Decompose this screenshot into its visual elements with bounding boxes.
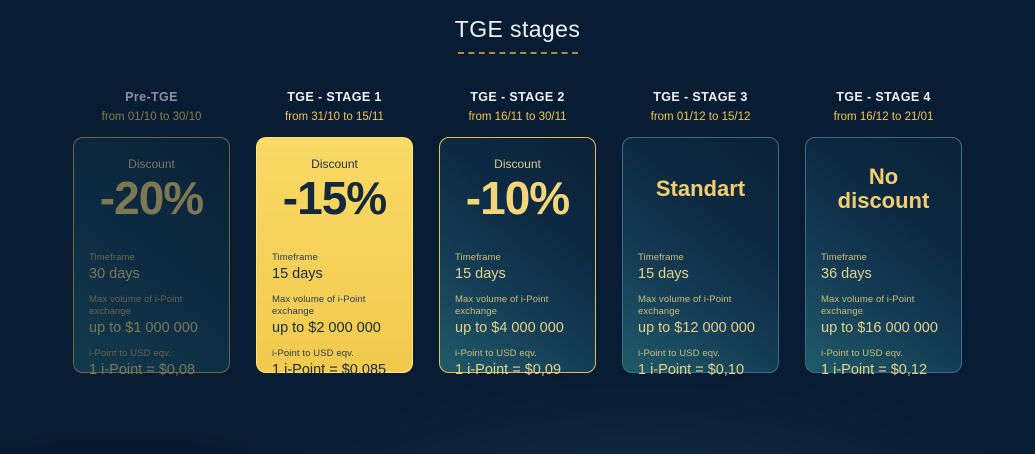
field-usd-eqv: i-Point to USD eqv. 1 i-Point = $0,08 <box>89 348 214 380</box>
field-label: Max volume of i-Point exchange <box>821 293 915 318</box>
field-label: i-Point to USD eqv. <box>89 348 171 360</box>
field-label: i-Point to USD eqv. <box>272 348 354 360</box>
field-value: 36 days <box>821 265 872 282</box>
field-usd-eqv: i-Point to USD eqv. 1 i-Point = $0,09 <box>455 348 580 380</box>
title-dashed-underline <box>457 52 578 54</box>
section-header: TGE stages <box>0 0 1035 54</box>
card-fields: Timeframe 30 days Max volume of i-Point … <box>89 252 214 380</box>
field-value: 1 i-Point = $0,08 <box>89 361 196 378</box>
field-max-volume: Max volume of i-Point exchange up to $4 … <box>455 294 580 338</box>
stage-card: No discount Timeframe 36 days Max volume… <box>805 137 962 378</box>
card-headline: No discount <box>837 163 930 213</box>
field-timeframe: Timeframe 15 days <box>272 252 397 284</box>
stage-dates: from 01/12 to 15/12 <box>650 111 751 123</box>
field-label: Max volume of i-Point exchange <box>638 293 732 318</box>
field-value: up to $16 000 000 <box>821 320 938 337</box>
field-label: i-Point to USD eqv. <box>455 348 537 360</box>
card-discount-zone: Standart <box>638 138 763 240</box>
field-label: Max volume of i-Point exchange <box>455 293 549 318</box>
field-label: i-Point to USD eqv. <box>821 348 903 360</box>
stage-name: TGE - STAGE 2 <box>470 90 565 104</box>
card-discount-zone: Discount -15% <box>272 138 397 240</box>
stage-dates: from 31/10 to 15/11 <box>285 111 384 123</box>
field-label: Max volume of i-Point exchange <box>272 293 366 318</box>
stage-dates: from 16/11 to 30/11 <box>468 111 567 123</box>
field-max-volume: Max volume of i-Point exchange up to $1 … <box>89 294 214 338</box>
field-usd-eqv: i-Point to USD eqv. 1 i-Point = $0,085 <box>272 348 397 380</box>
field-timeframe: Timeframe 15 days <box>638 252 763 284</box>
stage-dates: from 01/10 to 30/10 <box>101 111 202 123</box>
stage-card-active: Discount -15% Timeframe 15 days Max volu… <box>256 137 413 378</box>
stage-card: Standart Timeframe 15 days Max volume of… <box>622 137 779 378</box>
stage-dates: from 16/12 to 21/01 <box>833 111 934 123</box>
stage-column-stage-1: TGE - STAGE 1 from 31/10 to 15/11 Discou… <box>256 90 413 378</box>
field-value: up to $4 000 000 <box>455 320 564 337</box>
field-value: 1 i-Point = $0,085 <box>272 361 387 378</box>
stage-name: TGE - STAGE 1 <box>287 90 382 104</box>
field-value: up to $1 000 000 <box>89 320 198 337</box>
field-max-volume: Max volume of i-Point exchange up to $2 … <box>272 294 397 338</box>
field-label: i-Point to USD eqv. <box>638 348 720 360</box>
field-label: Timeframe <box>821 252 867 263</box>
card-fields: Timeframe 15 days Max volume of i-Point … <box>272 252 397 380</box>
page-title: TGE stages <box>454 16 581 42</box>
card-discount-zone: No discount <box>821 138 946 240</box>
card-fields: Timeframe 36 days Max volume of i-Point … <box>821 252 946 380</box>
card-discount-zone: Discount -10% <box>455 138 580 240</box>
discount-value: -20% <box>99 172 204 224</box>
field-label: Max volume of i-Point exchange <box>89 293 183 318</box>
stages-row: Pre-TGE from 01/10 to 30/10 Discount -20… <box>0 90 1035 378</box>
stage-name: TGE - STAGE 3 <box>653 90 748 104</box>
card-discount-zone: Discount -20% <box>89 138 214 240</box>
field-value: 1 i-Point = $0,10 <box>638 361 745 378</box>
discount-label: Discount <box>494 157 541 171</box>
field-label: Timeframe <box>638 252 684 263</box>
stage-name: Pre-TGE <box>125 90 178 104</box>
field-usd-eqv: i-Point to USD eqv. 1 i-Point = $0,10 <box>638 348 763 380</box>
field-value: 15 days <box>455 265 506 282</box>
field-max-volume: Max volume of i-Point exchange up to $12… <box>638 294 763 338</box>
field-value: 15 days <box>638 265 689 282</box>
card-fields: Timeframe 15 days Max volume of i-Point … <box>638 252 763 380</box>
field-timeframe: Timeframe 30 days <box>89 252 214 284</box>
field-value: 1 i-Point = $0,09 <box>455 361 562 378</box>
field-label: Timeframe <box>455 252 501 263</box>
discount-value: -15% <box>282 172 387 224</box>
field-value: 30 days <box>89 265 140 282</box>
card-fields: Timeframe 15 days Max volume of i-Point … <box>455 252 580 380</box>
field-value: up to $2 000 000 <box>272 320 381 337</box>
field-timeframe: Timeframe 15 days <box>455 252 580 284</box>
stage-card: Discount -20% Timeframe 30 days Max volu… <box>73 137 230 378</box>
stage-name: TGE - STAGE 4 <box>836 90 931 104</box>
discount-value: -10% <box>465 172 570 224</box>
field-label: Timeframe <box>272 252 318 263</box>
field-max-volume: Max volume of i-Point exchange up to $16… <box>821 294 946 338</box>
stage-card: Discount -10% Timeframe 15 days Max volu… <box>439 137 596 378</box>
discount-label: Discount <box>128 157 175 171</box>
stage-column-stage-2: TGE - STAGE 2 from 16/11 to 30/11 Discou… <box>439 90 596 378</box>
field-value: 15 days <box>272 265 323 282</box>
field-timeframe: Timeframe 36 days <box>821 252 946 284</box>
stage-column-stage-3: TGE - STAGE 3 from 01/12 to 15/12 Standa… <box>622 90 779 378</box>
stage-column-stage-4: TGE - STAGE 4 from 16/12 to 21/01 No dis… <box>805 90 962 378</box>
card-headline: Standart <box>655 175 746 201</box>
field-value: 1 i-Point = $0,12 <box>821 361 928 378</box>
field-usd-eqv: i-Point to USD eqv. 1 i-Point = $0,12 <box>821 348 946 380</box>
field-label: Timeframe <box>89 252 135 263</box>
field-value: up to $12 000 000 <box>638 320 755 337</box>
discount-label: Discount <box>311 157 358 171</box>
stage-column-pre-tge: Pre-TGE from 01/10 to 30/10 Discount -20… <box>73 90 230 378</box>
